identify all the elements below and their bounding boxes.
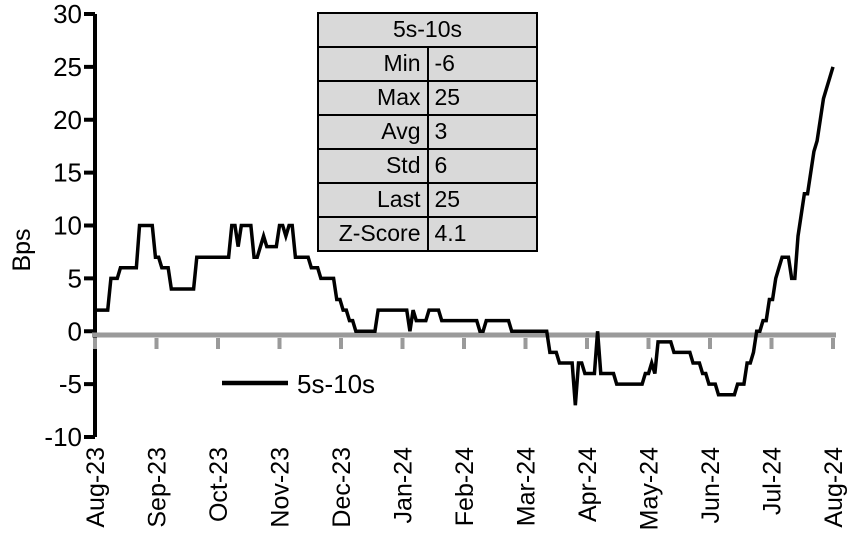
y-axis-label: Bps (8, 228, 36, 271)
x-axis-tick-label: Aug-23 (82, 447, 110, 528)
x-axis-tick-label: Dec-23 (328, 447, 356, 528)
y-axis-tick-label: 15 (53, 158, 82, 188)
stats-row-label: Z-Score (317, 216, 429, 252)
table-row: Last 25 (317, 182, 538, 218)
y-axis-tick-label: 25 (53, 52, 82, 82)
stats-row-label: Std (317, 148, 429, 184)
y-axis-tick-label: 5 (68, 263, 82, 293)
y-axis-tick-label: 10 (53, 211, 82, 241)
x-axis-tick-label: Aug-24 (820, 447, 848, 528)
stats-row-label: Avg (317, 114, 429, 150)
stats-row-label: Min (317, 46, 429, 82)
x-axis-tick-marks (93, 338, 835, 349)
x-axis-tick-label: May-24 (636, 447, 664, 530)
x-axis-tick-label: Sep-23 (144, 447, 172, 528)
x-axis-tick-labels: Aug-23 Sep-23 Oct-23 Nov-23 Dec-23 Jan-24 Feb-… (82, 447, 848, 530)
series-line-5s-10s (95, 66, 835, 406)
table-row: Max 25 (317, 80, 538, 116)
stats-row-value: 25 (426, 182, 538, 218)
stats-row-label: Last (317, 182, 429, 218)
legend-label: 5s-10s (297, 369, 375, 399)
stats-row-value: 4.1 (426, 216, 538, 252)
x-axis-tick-label: Jun-24 (697, 447, 725, 524)
stats-row-value: 6 (426, 148, 538, 184)
y-axis-tick-label: 0 (68, 316, 82, 346)
stats-row-value: 3 (426, 114, 538, 150)
x-axis-tick-label: Jul-24 (759, 447, 787, 515)
x-axis-tick-label: Oct-23 (205, 447, 233, 522)
table-row: Z-Score 4.1 (317, 216, 538, 252)
data-series-group (95, 66, 835, 406)
chart-legend: 5s-10s (222, 369, 375, 399)
statistics-table: 5s-10s Min -6 Max 25 Avg 3 Std 6 Last 25 Z-Score 4.… (317, 12, 538, 252)
y-axis-tick-label: -5 (59, 369, 82, 399)
stats-table-header: 5s-10s (317, 12, 538, 48)
table-row: Avg 3 (317, 114, 538, 150)
y-axis-tick-labels: 30 25 20 15 10 5 0 -5 -10 (44, 0, 82, 452)
x-axis-tick-label: Feb-24 (451, 447, 479, 526)
y-axis-tick-label: 20 (53, 105, 82, 135)
table-row: Min -6 (317, 46, 538, 82)
x-axis-tick-label: Jan-24 (390, 447, 418, 524)
x-axis-tick-label: Apr-24 (574, 447, 602, 522)
table-row: Std 6 (317, 148, 538, 184)
stats-row-value: -6 (426, 46, 538, 82)
x-axis-tick-label: Nov-23 (267, 447, 295, 528)
table-header-row: 5s-10s (317, 12, 538, 48)
stats-row-value: 25 (426, 80, 538, 116)
x-axis-tick-label: Mar-24 (513, 447, 541, 526)
y-axis-tick-label: -10 (44, 422, 82, 452)
stats-row-label: Max (317, 80, 429, 116)
y-axis-tick-label: 30 (53, 0, 82, 29)
